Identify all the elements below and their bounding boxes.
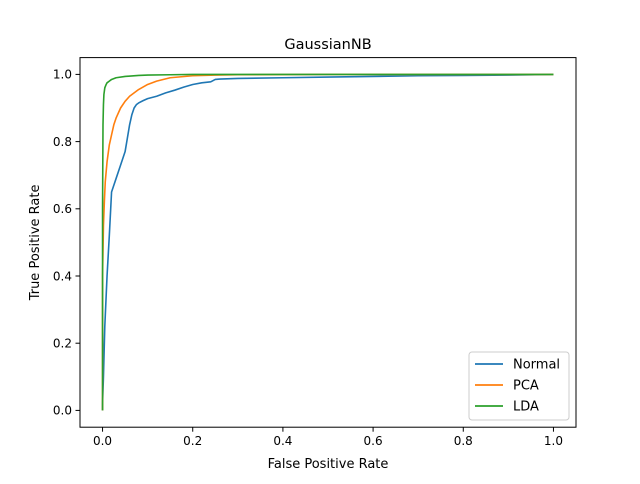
x-tick-label: 1.0 <box>544 434 563 448</box>
y-tick-label: 0.4 <box>53 269 72 283</box>
legend: Normal PCA LDA <box>468 351 570 421</box>
plot-frame <box>79 57 577 428</box>
legend-label-normal: Normal <box>513 358 560 373</box>
series-line-lda <box>101 73 554 411</box>
legend-label-pca: PCA <box>513 379 539 394</box>
y-tick-label: 0.6 <box>53 202 72 216</box>
y-tick-label: 0.8 <box>53 135 72 149</box>
y-axis-label: True Positive Rate <box>28 184 43 301</box>
x-tick-label: 0.6 <box>364 434 383 448</box>
legend-box <box>468 351 570 421</box>
y-tick-label: 0.0 <box>53 404 72 418</box>
x-tick-label: 0.2 <box>183 434 202 448</box>
x-axis-ticks: 0.0 0.2 0.4 0.6 0.8 1.0 <box>93 427 563 448</box>
series-line-normal <box>101 73 554 411</box>
x-tick-label: 0.4 <box>273 434 292 448</box>
y-tick-label: 1.0 <box>53 68 72 82</box>
x-axis-label: False Positive Rate <box>268 457 389 472</box>
series-layer <box>101 73 554 411</box>
x-tick-label: 0.8 <box>454 434 473 448</box>
chart-title: GaussianNB <box>284 37 371 53</box>
y-tick-label: 0.2 <box>53 337 72 351</box>
legend-label-lda: LDA <box>513 400 539 415</box>
legend-items: Normal PCA LDA <box>475 358 560 415</box>
y-axis-ticks: 0.0 0.2 0.4 0.6 0.8 1.0 <box>53 68 80 418</box>
x-tick-label: 0.0 <box>93 434 112 448</box>
